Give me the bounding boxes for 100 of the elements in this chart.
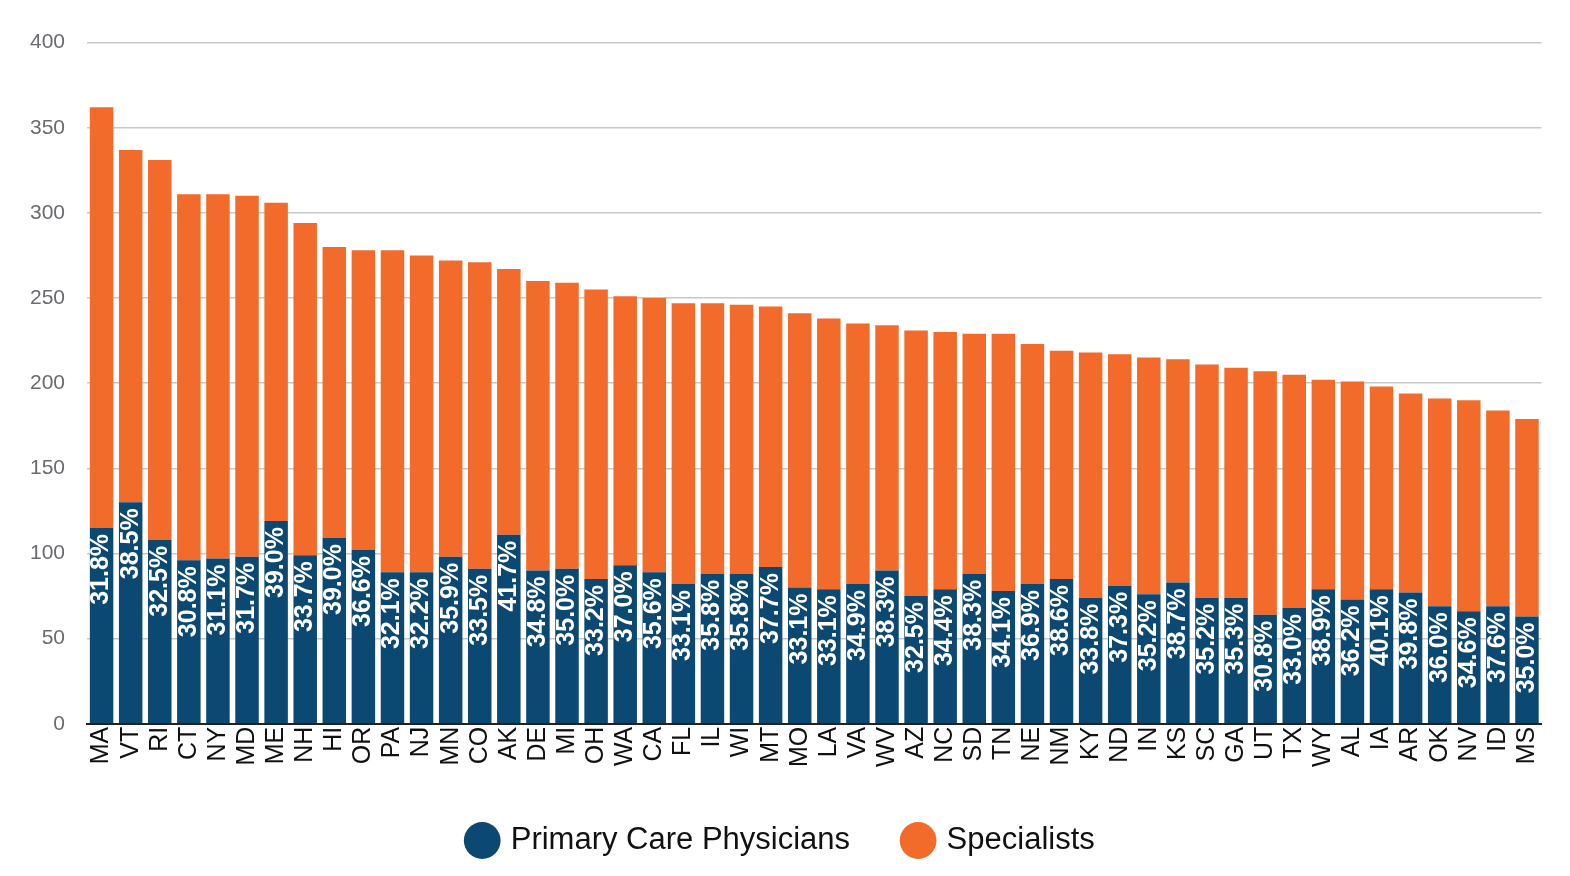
annotation: 38.3% [958,579,987,651]
x-tick-label: NE [1016,726,1045,762]
bar [380,250,405,573]
annotation: 38.3% [870,576,899,648]
annotation: 34.6% [1452,617,1481,689]
annotation: 33.1% [812,595,841,667]
legend-label: Specialists [946,821,1095,857]
bar [264,202,288,522]
annotation: 33.1% [667,590,696,661]
bar [875,325,899,571]
annotation: 32.1% [376,578,405,650]
bar [642,298,667,573]
bar [1515,418,1539,617]
x-tick-label: FL [667,726,696,756]
annotation: 36.0% [1423,612,1452,684]
x-tick-label: NY [201,726,230,762]
annotation: 34.9% [841,590,870,661]
annotation: 31.7% [230,562,259,634]
x-tick-label: AK [492,726,521,761]
legend-label: Primary Care Physicians [510,821,851,857]
annotation: 38.7% [1161,588,1190,660]
bar [584,289,608,579]
annotation: 38.6% [1045,584,1074,656]
x-tick-label: HI [318,726,347,752]
x-tick-label: KY [1074,726,1103,761]
x-tick-label: WY [1307,726,1336,768]
x-tick-label: MI [550,726,579,755]
bar [497,269,521,535]
x-tick-label: NH [289,726,318,763]
annotation: 39.0% [260,527,289,598]
x-tick-label: WA [609,726,638,767]
x-tick-label: WV [870,726,899,768]
bar [293,223,317,556]
annotation: 32.2% [405,578,434,650]
annotation: 33.5% [463,574,492,646]
annotation: 41.7% [492,540,521,612]
bar [148,160,172,540]
bar [89,107,114,528]
bar [729,304,754,574]
bar [1195,364,1219,598]
bar [962,333,987,574]
x-tick-label: MN [434,726,463,766]
y-tick-label: 200 [29,369,66,393]
annotation: 37.3% [1103,591,1132,663]
bar [1078,352,1103,598]
x-tick-label: SC [1190,726,1219,762]
bar [438,260,463,557]
x-tick-label: OK [1423,726,1452,763]
y-tick-label: 250 [29,284,66,308]
bar [526,281,550,571]
x-tick-label: MD [230,726,259,766]
x-tick-label: VA [841,726,870,759]
annotation: 35.9% [434,562,463,634]
annotation: 35.0% [550,574,579,646]
bar [1107,354,1132,586]
bar [700,303,725,574]
x-tick-label: PA [376,726,405,759]
bar [1369,386,1394,590]
annotation: 36.2% [1336,605,1365,677]
x-tick-label: RI [143,726,172,752]
annotation: 39.0% [318,544,347,616]
bar [1427,398,1452,607]
x-tick-label: OR [347,726,376,765]
x-tick-label: WI [725,726,754,758]
bar [1166,359,1190,583]
annotation: 35.2% [1132,600,1161,672]
x-tick-label: ME [260,726,289,765]
annotation: 37.0% [609,571,638,643]
annotation: 37.7% [754,573,783,644]
bar [758,306,783,568]
x-tick-label: SD [958,726,987,762]
bar [409,255,434,573]
x-tick-label: NV [1452,726,1481,762]
bar [1282,374,1306,608]
bar [846,323,870,585]
bar [671,303,696,585]
x-tick-label: MT [754,726,783,763]
y-tick-label: 100 [29,540,66,564]
bar [817,318,841,590]
annotation: 33.8% [1074,603,1103,675]
annotation: 31.8% [85,533,114,605]
bar [235,195,259,557]
y-tick-label: 400 [29,29,66,53]
bar [1137,357,1161,595]
bar [118,149,143,503]
x-tick-label: CT [172,726,201,761]
x-tick-label: AL [1336,726,1365,758]
bar [468,262,492,569]
y-tick-label: 350 [29,114,66,138]
x-tick-label: MO [783,726,812,768]
annotation: 32.5% [899,602,928,673]
x-tick-label: KS [1161,726,1190,761]
annotation: 30.8% [1249,620,1278,692]
bar [991,333,1016,591]
annotation: 33.2% [579,584,608,656]
annotation: 38.5% [114,508,143,580]
annotation: 38.9% [1307,595,1336,667]
annotation: 35.0% [1510,622,1539,694]
annotation: 36.6% [347,556,376,627]
annotation: 35.2% [1190,603,1219,675]
